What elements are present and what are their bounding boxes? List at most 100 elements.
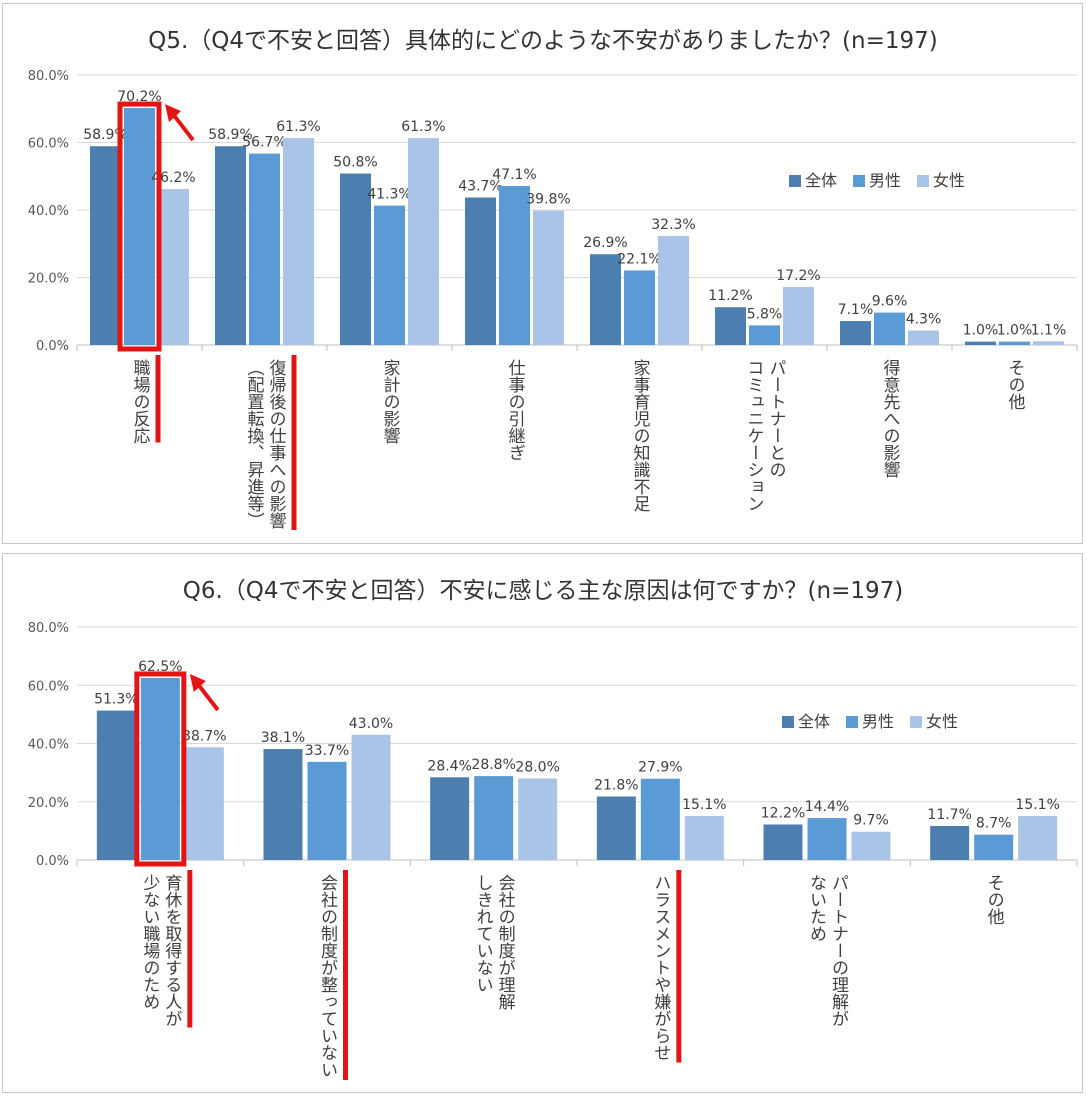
data-label: 33.7% [305,743,349,759]
category-label: 会社の制度が整っていない [317,874,338,1078]
highlight-arrow [196,682,220,712]
data-label: 4.3% [906,311,942,327]
bar [658,235,689,345]
highlight-box [117,101,162,352]
bar [590,254,621,345]
data-label: 39.8% [526,192,570,208]
highlight-arrowhead [189,673,206,692]
y-tick-label: 60.0% [28,679,69,694]
data-label: 28.8% [471,757,515,773]
data-label: 58.9% [208,127,252,143]
data-label: 38.7% [182,728,226,744]
bar [908,330,939,345]
legend-swatch [782,716,794,728]
bar [96,710,136,860]
bar [340,173,371,345]
bar [307,761,347,860]
chart-q5: Q5.（Q4で不安と回答）具体的にどのような不安がありましたか？(n=197) … [28,28,1078,530]
data-label: 5.8% [747,306,783,322]
category-label: 少ない職場のため [139,874,160,1010]
category-label: パートナーの理解が [828,874,849,1027]
category-label: パートナーとの [766,359,786,478]
highlight-arrowhead [165,104,181,123]
data-label: 43.0% [349,716,393,732]
bar [474,776,514,860]
data-label: 38.1% [261,730,305,746]
legend-label: 男性 [869,171,901,190]
bar [518,778,558,860]
legend-swatch [846,716,858,728]
category-label: 復帰後の仕事への影響 [266,359,287,529]
bar [533,210,564,345]
y-tick-label: 40.0% [28,204,69,219]
category-label: その他 [984,874,1005,925]
bar [749,325,780,345]
legend-label: 女性 [933,171,965,190]
bar [624,270,655,345]
data-label: 58.9% [83,127,127,143]
bar [249,153,280,345]
category-label: しきれていない [473,874,493,993]
data-label: 32.3% [651,217,695,233]
bar [1033,341,1064,345]
category-label: 職場の反応 [130,359,151,444]
bar [640,778,680,860]
legend-label: 全体 [798,712,830,731]
data-label: 47.1% [492,167,536,183]
y-tick-label: 60.0% [28,137,69,152]
data-label: 15.1% [1015,797,1059,813]
legend-swatch [910,716,922,728]
data-label: 70.2% [117,89,161,105]
bar [965,341,996,345]
bar [684,816,724,860]
data-label: 56.7% [242,135,286,151]
bar [90,146,121,345]
y-tick-label: 20.0% [28,272,69,287]
data-label: 22.1% [617,251,661,267]
data-label: 43.7% [458,179,502,195]
data-label: 28.0% [515,759,559,775]
chart-q6: Q6.（Q4で不安と回答）不安に感じる主な原因は何ですか？(n=197) 0.0… [28,578,1078,1080]
data-label: 28.4% [427,758,471,774]
legend-label: 女性 [926,712,958,731]
data-label: 11.2% [708,288,752,304]
highlight-box [134,671,187,867]
category-label: 会社の制度が理解 [495,874,515,1010]
data-label: 11.7% [927,807,971,823]
data-label: 50.8% [333,155,377,171]
legend-swatch [789,175,801,187]
data-label: 17.2% [776,268,820,284]
bar [807,818,847,860]
data-label: 9.7% [853,813,889,829]
category-label: ハラスメントや嫌がらせ [650,874,671,1061]
highlight-arrow [171,112,195,142]
category-highlight-underline [155,355,161,443]
bar [840,321,871,345]
y-tick-label: 80.0% [28,621,69,636]
category-highlight-underline [291,355,297,530]
data-label: 1.0% [997,323,1033,339]
data-label: 51.3% [94,692,138,708]
category-highlight-underline [343,870,348,1080]
bar [874,312,905,345]
bar [783,286,814,345]
category-highlight-underline [187,870,193,1028]
y-tick-label: 80.0% [28,69,69,84]
category-label: 育休を取得する人が [161,874,182,1027]
data-label: 61.3% [401,119,445,135]
legend-label: 男性 [862,712,894,731]
category-label: ないため [806,874,826,942]
bar [974,834,1014,860]
y-tick-label: 0.0% [36,339,69,354]
data-label: 1.1% [1031,322,1067,338]
data-label: 21.8% [594,778,638,794]
data-label: 14.4% [805,799,849,815]
bar [430,777,470,860]
data-label: 26.9% [583,235,627,251]
bar [158,189,189,345]
bar [215,146,246,345]
data-label: 62.5% [138,659,182,675]
bar [465,197,496,345]
bar [596,796,636,860]
data-label: 41.3% [367,187,411,203]
